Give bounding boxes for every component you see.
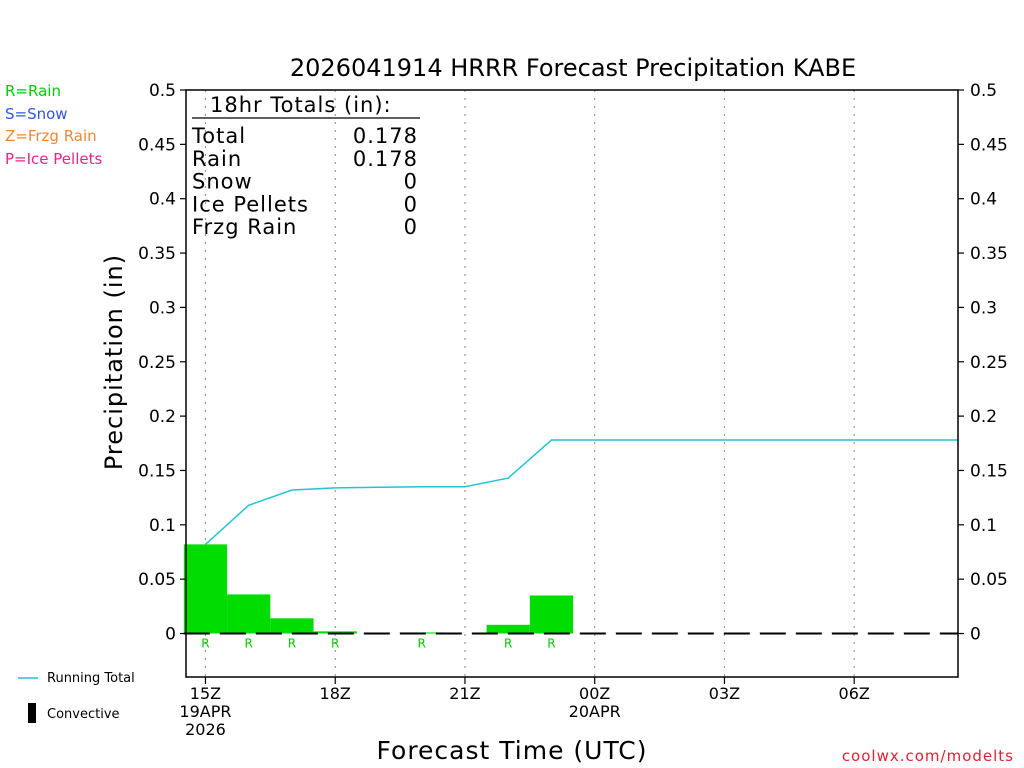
type-legend-rain: R=Rain: [5, 82, 61, 100]
y-tick-label-left: 0.1: [149, 516, 176, 536]
y-tick-label-right: 0.25: [970, 353, 1008, 373]
precip-type-legend: R=Rain S=Snow Z=Frzg Rain P=Ice Pellets: [5, 82, 102, 168]
y-axis-right: 0 0.05 0.1 0.15 0.2 0.25 0.3 0.35 0.4 0.45 0.5: [958, 81, 1008, 645]
x-tick-label: 2026: [185, 720, 226, 739]
type-legend-ice-pellets: P=Ice Pellets: [5, 150, 102, 168]
totals-row-value: 0.178: [353, 124, 418, 148]
y-axis-label: Precipitation (in): [100, 254, 128, 470]
rain-bar: [529, 595, 574, 634]
y-tick-label-left: 0.25: [138, 353, 176, 373]
totals-title: 18hr Totals (in):: [210, 93, 392, 117]
y-tick-label-left: 0.3: [149, 298, 176, 318]
y-tick-label-right: 0.4: [970, 190, 997, 210]
bar-type-label: R: [201, 637, 209, 651]
bar-type-label: R: [245, 637, 253, 651]
y-tick-label-left: 0.5: [149, 81, 176, 101]
x-tick-label: 06Z: [839, 684, 870, 703]
totals-row-value: 0.178: [353, 147, 418, 171]
totals-row-label: Snow: [192, 170, 253, 194]
y-tick-label-left: 0.4: [149, 190, 176, 210]
rain-bar: [313, 631, 357, 634]
x-tick-label: 15Z: [190, 684, 221, 703]
totals-row-label: Frzg Rain: [192, 215, 297, 239]
y-axis-left: 0 0.05 0.1 0.15 0.2 0.25 0.3 0.35 0.4 0.45 0.5: [138, 81, 186, 645]
y-tick-label-right: 0.5: [970, 81, 997, 101]
credit-text: coolwx.com/modelts: [842, 747, 1014, 765]
rain-bar: [227, 594, 271, 634]
y-tick-label-right: 0: [970, 625, 981, 645]
x-tick-label: 18Z: [320, 684, 351, 703]
y-tick-label-left: 0.45: [138, 135, 176, 155]
totals-box: 18hr Totals (in): Total 0.178 Rain 0.178 Sno…: [191, 93, 420, 239]
plot-frame: [185, 89, 959, 678]
x-axis-label: Forecast Time (UTC): [377, 736, 648, 765]
rain-bars: [183, 544, 574, 634]
x-tick-label: 21Z: [449, 684, 480, 703]
x-tick-label: 03Z: [709, 684, 740, 703]
rain-bar: [183, 544, 228, 634]
running-total-series: [204, 439, 958, 545]
x-grid-lines: [204, 90, 855, 677]
chart-title: 2026041914 HRRR Forecast Precipitation K…: [290, 54, 856, 82]
running-total-legend-label: Running Total: [47, 671, 135, 686]
running-total-line: [204, 439, 958, 545]
x-tick-label: 20APR: [569, 702, 621, 721]
y-tick-label-left: 0.05: [138, 570, 176, 590]
bar-type-label: R: [288, 637, 296, 651]
bar-type-label: R: [547, 637, 555, 651]
totals-rows: Total 0.178 Rain 0.178 Snow 0 Ice Pellets 0 Frzg…: [191, 124, 418, 239]
type-legend-snow: S=Snow: [5, 105, 68, 123]
y-tick-label-right: 0.15: [970, 461, 1008, 481]
y-tick-label-right: 0.35: [970, 244, 1008, 264]
series-legend: Running Total Convective: [18, 671, 135, 723]
convective-legend-swatch: [28, 703, 36, 723]
bar-type-label: R: [331, 637, 339, 651]
totals-row-label: Ice Pellets: [192, 192, 309, 216]
convective-legend-label: Convective: [47, 707, 120, 722]
y-tick-label-right: 0.05: [970, 570, 1008, 590]
y-tick-label-left: 0: [165, 625, 176, 645]
totals-row-label: Total: [191, 124, 246, 148]
bar-type-label: R: [504, 637, 512, 651]
y-tick-label-left: 0.35: [138, 244, 176, 264]
type-legend-frzg-rain: Z=Frzg Rain: [5, 127, 97, 145]
y-tick-label-left: 0.15: [138, 461, 176, 481]
y-tick-label-right: 0.1: [970, 516, 997, 536]
rain-bar: [486, 624, 530, 634]
rain-bar: [270, 618, 314, 634]
totals-row-value: 0: [404, 170, 418, 194]
y-tick-label-left: 0.2: [149, 407, 176, 427]
y-tick-label-right: 0.45: [970, 135, 1008, 155]
totals-row-label: Rain: [192, 147, 242, 171]
y-tick-label-right: 0.2: [970, 407, 997, 427]
totals-row-value: 0: [404, 215, 418, 239]
y-tick-label-right: 0.3: [970, 298, 997, 318]
x-tick-label: 19APR: [179, 702, 231, 721]
x-tick-label: 00Z: [579, 684, 610, 703]
totals-row-value: 0: [404, 192, 418, 216]
bar-type-label: R: [418, 637, 426, 651]
